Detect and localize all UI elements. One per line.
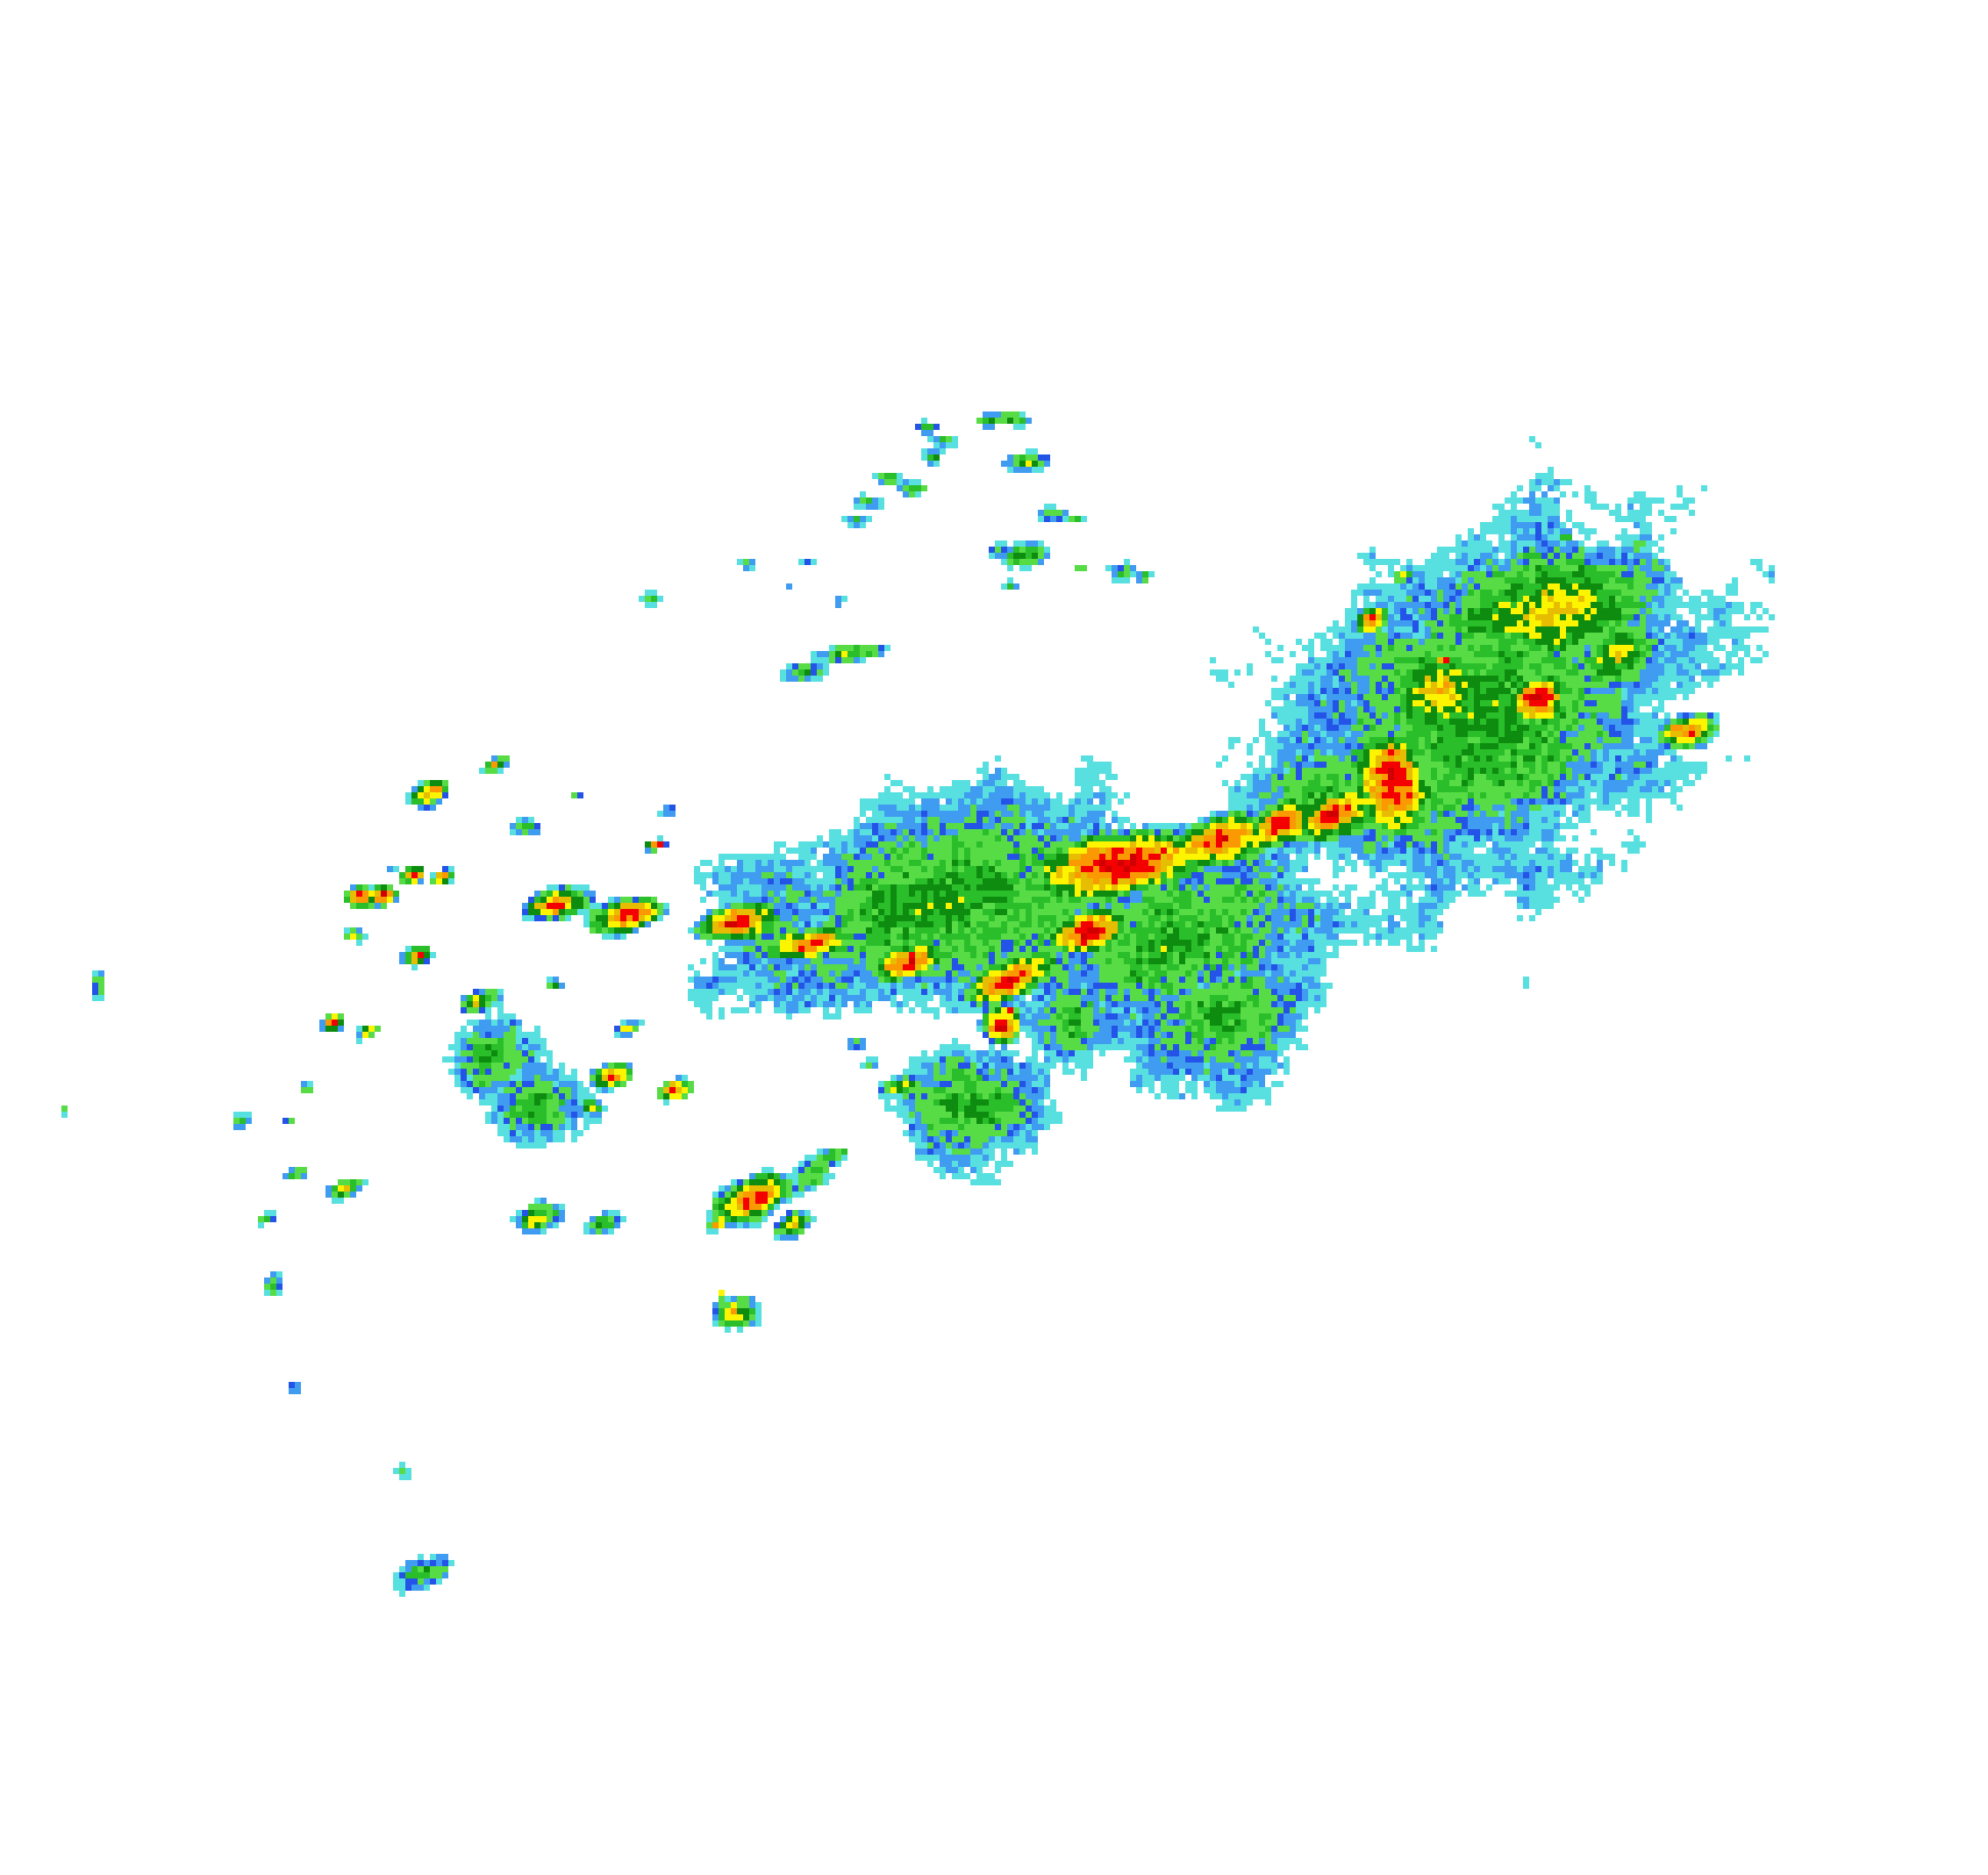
weather-radar-image bbox=[0, 0, 1988, 1875]
radar-canvas bbox=[0, 0, 1988, 1875]
